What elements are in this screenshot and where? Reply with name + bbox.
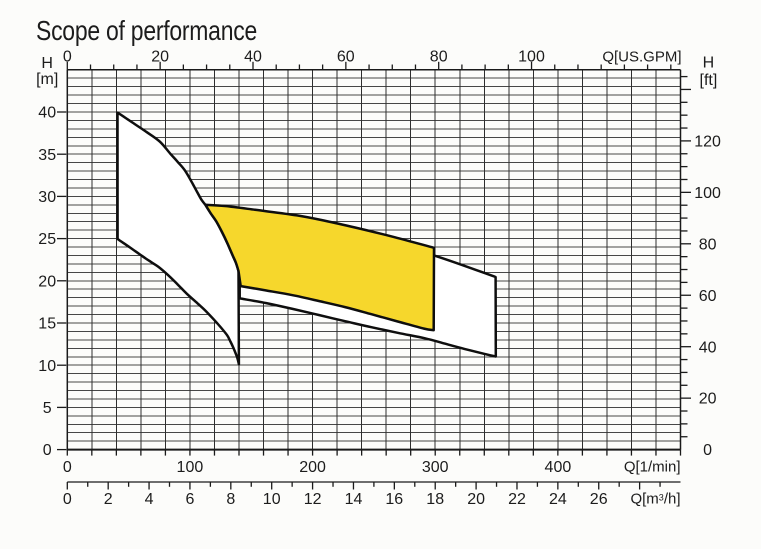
svg-text:40: 40 xyxy=(699,339,717,356)
svg-text:0: 0 xyxy=(63,459,72,476)
svg-text:20: 20 xyxy=(467,491,485,508)
svg-text:200: 200 xyxy=(299,459,326,476)
svg-text:20: 20 xyxy=(38,273,56,290)
svg-text:H: H xyxy=(41,55,53,72)
svg-text:6: 6 xyxy=(185,491,194,508)
svg-text:0: 0 xyxy=(43,442,52,459)
svg-text:35: 35 xyxy=(38,147,56,164)
svg-text:30: 30 xyxy=(38,189,56,206)
svg-text:12: 12 xyxy=(304,491,322,508)
svg-text:25: 25 xyxy=(38,231,56,248)
svg-text:24: 24 xyxy=(549,491,567,508)
svg-text:[ft]: [ft] xyxy=(700,72,718,89)
svg-text:10: 10 xyxy=(263,491,281,508)
svg-text:H: H xyxy=(703,54,715,71)
svg-text:0: 0 xyxy=(63,49,72,66)
svg-text:120: 120 xyxy=(694,134,721,151)
svg-text:10: 10 xyxy=(38,358,56,375)
svg-text:40: 40 xyxy=(38,105,56,122)
svg-text:80: 80 xyxy=(699,236,717,253)
svg-text:400: 400 xyxy=(545,459,572,476)
svg-text:4: 4 xyxy=(145,491,154,508)
svg-text:Q[m3/h]: Q[m3/h] xyxy=(630,491,680,508)
svg-text:14: 14 xyxy=(345,491,363,508)
svg-text:15: 15 xyxy=(38,316,56,333)
svg-text:Q[1/min]: Q[1/min] xyxy=(624,459,681,476)
svg-text:100: 100 xyxy=(518,49,545,66)
svg-text:100: 100 xyxy=(694,185,721,202)
svg-text:18: 18 xyxy=(426,491,444,508)
svg-text:20: 20 xyxy=(151,49,169,66)
svg-text:0: 0 xyxy=(63,491,72,508)
svg-text:5: 5 xyxy=(43,400,52,417)
svg-text:22: 22 xyxy=(508,491,526,508)
svg-text:100: 100 xyxy=(177,459,204,476)
svg-text:0: 0 xyxy=(703,442,712,459)
svg-text:40: 40 xyxy=(244,49,262,66)
svg-text:26: 26 xyxy=(590,491,608,508)
svg-text:300: 300 xyxy=(422,459,449,476)
svg-text:8: 8 xyxy=(226,491,235,508)
svg-text:[m]: [m] xyxy=(36,71,58,88)
svg-text:20: 20 xyxy=(699,391,717,408)
svg-text:16: 16 xyxy=(385,491,403,508)
svg-text:Q[US.GPM]: Q[US.GPM] xyxy=(602,48,681,65)
svg-text:80: 80 xyxy=(430,49,448,66)
svg-text:60: 60 xyxy=(699,288,717,305)
svg-text:2: 2 xyxy=(104,491,113,508)
svg-text:60: 60 xyxy=(337,49,355,66)
